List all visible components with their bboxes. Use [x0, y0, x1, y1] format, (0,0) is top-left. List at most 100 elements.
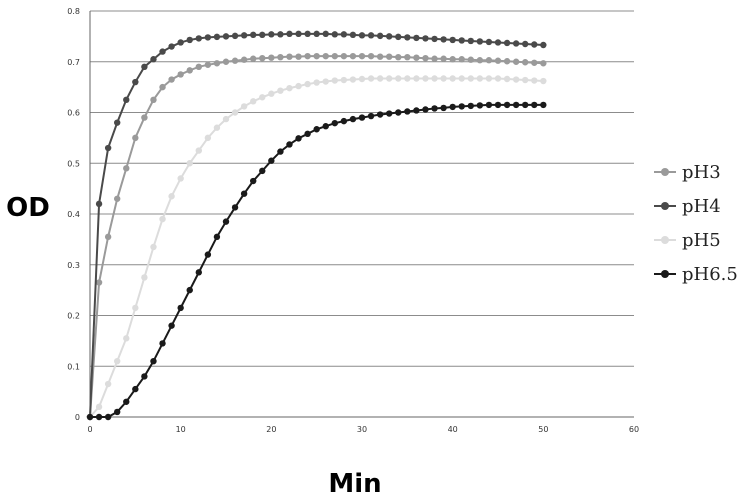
data-point-pH4-44: [485, 38, 493, 46]
data-point-pH6.5-10: [177, 304, 184, 312]
x-axis-title: Min: [328, 469, 381, 499]
data-point-pH3-43: [476, 57, 484, 64]
data-point-pH5-26: [322, 78, 329, 85]
data-point-pH6.5-5: [132, 385, 139, 393]
data-point-pH3-39: [440, 55, 447, 62]
data-point-pH6.5-3: [114, 408, 121, 416]
data-point-pH4-36: [413, 34, 420, 42]
data-point-pH4-32: [376, 32, 384, 40]
data-point-pH3-16: [231, 57, 239, 64]
data-point-pH6.5-31: [367, 112, 375, 120]
data-point-pH6.5-34: [395, 109, 402, 116]
data-point-pH5-24: [304, 80, 311, 88]
series-pH5: [86, 75, 547, 421]
data-point-pH4-40: [449, 36, 456, 44]
data-point-pH4-38: [431, 35, 438, 43]
data-point-pH6.5-42: [467, 102, 474, 110]
data-point-pH6.5-8: [159, 340, 166, 347]
data-point-pH6.5-26: [322, 123, 329, 130]
data-point-pH5-3: [114, 357, 121, 365]
data-point-pH4-13: [204, 34, 212, 41]
data-point-pH4-47: [512, 40, 520, 47]
data-point-pH6.5-6: [141, 373, 148, 380]
data-point-pH6.5-40: [449, 103, 456, 111]
data-point-pH5-45: [494, 75, 502, 82]
data-point-pH4-3: [114, 119, 121, 126]
data-point-pH3-23: [295, 53, 302, 60]
y-tick-label-2: 0.2: [67, 312, 80, 321]
data-point-pH5-33: [386, 75, 393, 82]
data-point-pH4-16: [231, 32, 239, 40]
x-tick-label-4: 40: [448, 425, 458, 434]
data-point-pH6.5-32: [376, 111, 384, 118]
plot-area: [86, 30, 547, 421]
data-point-pH4-9: [168, 43, 175, 50]
data-point-pH6.5-29: [349, 115, 357, 123]
data-point-pH3-2: [104, 233, 112, 241]
data-point-pH5-9: [168, 193, 175, 200]
data-point-pH6.5-22: [286, 141, 293, 148]
data-point-pH3-41: [458, 56, 465, 63]
axes: [89, 11, 634, 418]
data-point-pH5-30: [358, 75, 366, 83]
data-point-pH6.5-49: [531, 101, 538, 109]
data-point-pH3-29: [349, 52, 357, 60]
data-point-pH3-4: [123, 165, 130, 172]
data-point-pH3-12: [195, 63, 202, 71]
data-point-pH6.5-44: [485, 101, 493, 109]
data-point-pH3-3: [114, 195, 121, 202]
data-point-pH5-21: [277, 87, 284, 94]
data-point-pH3-36: [413, 54, 420, 61]
data-point-pH6.5-50: [540, 101, 547, 109]
data-point-pH3-37: [422, 54, 429, 62]
data-point-pH3-28: [340, 52, 348, 60]
data-point-pH6.5-23: [295, 135, 302, 142]
data-point-pH4-1: [95, 200, 103, 208]
data-point-pH5-39: [440, 75, 447, 82]
data-point-pH4-27: [331, 31, 338, 38]
data-point-pH5-10: [177, 175, 184, 182]
data-point-pH3-14: [213, 60, 221, 67]
data-point-pH3-33: [386, 53, 393, 60]
data-point-pH4-22: [286, 30, 293, 38]
data-point-pH3-22: [286, 53, 293, 60]
data-point-pH3-8: [159, 83, 166, 91]
data-point-pH3-26: [322, 52, 329, 60]
data-point-pH3-31: [367, 52, 375, 60]
data-point-pH5-40: [449, 75, 456, 82]
data-point-pH4-25: [313, 30, 320, 38]
data-point-pH3-30: [358, 52, 366, 60]
data-point-pH6.5-41: [458, 103, 465, 110]
y-tick-label-4: 0.4: [67, 210, 80, 219]
legend-marker-pH4: [661, 202, 669, 210]
data-point-pH3-5: [132, 134, 139, 142]
data-point-pH5-29: [349, 76, 357, 83]
data-point-pH3-17: [240, 56, 248, 63]
data-point-pH4-29: [349, 31, 357, 39]
data-point-pH4-7: [150, 56, 157, 63]
data-point-pH5-19: [259, 94, 266, 101]
data-point-pH6.5-4: [123, 398, 130, 405]
data-point-pH5-8: [159, 215, 166, 223]
legend-item-pH5: pH5: [654, 230, 721, 251]
data-point-pH5-27: [331, 77, 338, 84]
data-point-pH4-37: [422, 35, 429, 42]
legend-marker-pH6.5: [661, 270, 669, 278]
x-tick-label-6: 60: [629, 425, 639, 434]
data-point-pH3-19: [259, 54, 266, 62]
data-point-pH5-42: [467, 75, 474, 82]
data-point-pH4-49: [531, 41, 538, 48]
data-point-pH5-16: [231, 109, 239, 116]
data-point-pH3-35: [404, 53, 411, 61]
data-point-pH6.5-1: [95, 413, 103, 421]
data-point-pH4-24: [304, 30, 311, 38]
legend: pH3 pH4 pH5 pH6.5: [654, 162, 738, 285]
data-point-pH5-18: [250, 98, 257, 105]
data-point-pH6.5-21: [277, 148, 284, 155]
data-point-pH3-47: [512, 58, 520, 65]
data-point-pH3-18: [250, 55, 257, 62]
x-tick-label-3: 30: [357, 425, 367, 434]
data-point-pH3-27: [331, 52, 338, 60]
data-point-pH4-6: [141, 63, 148, 71]
data-point-pH6.5-33: [386, 110, 393, 117]
